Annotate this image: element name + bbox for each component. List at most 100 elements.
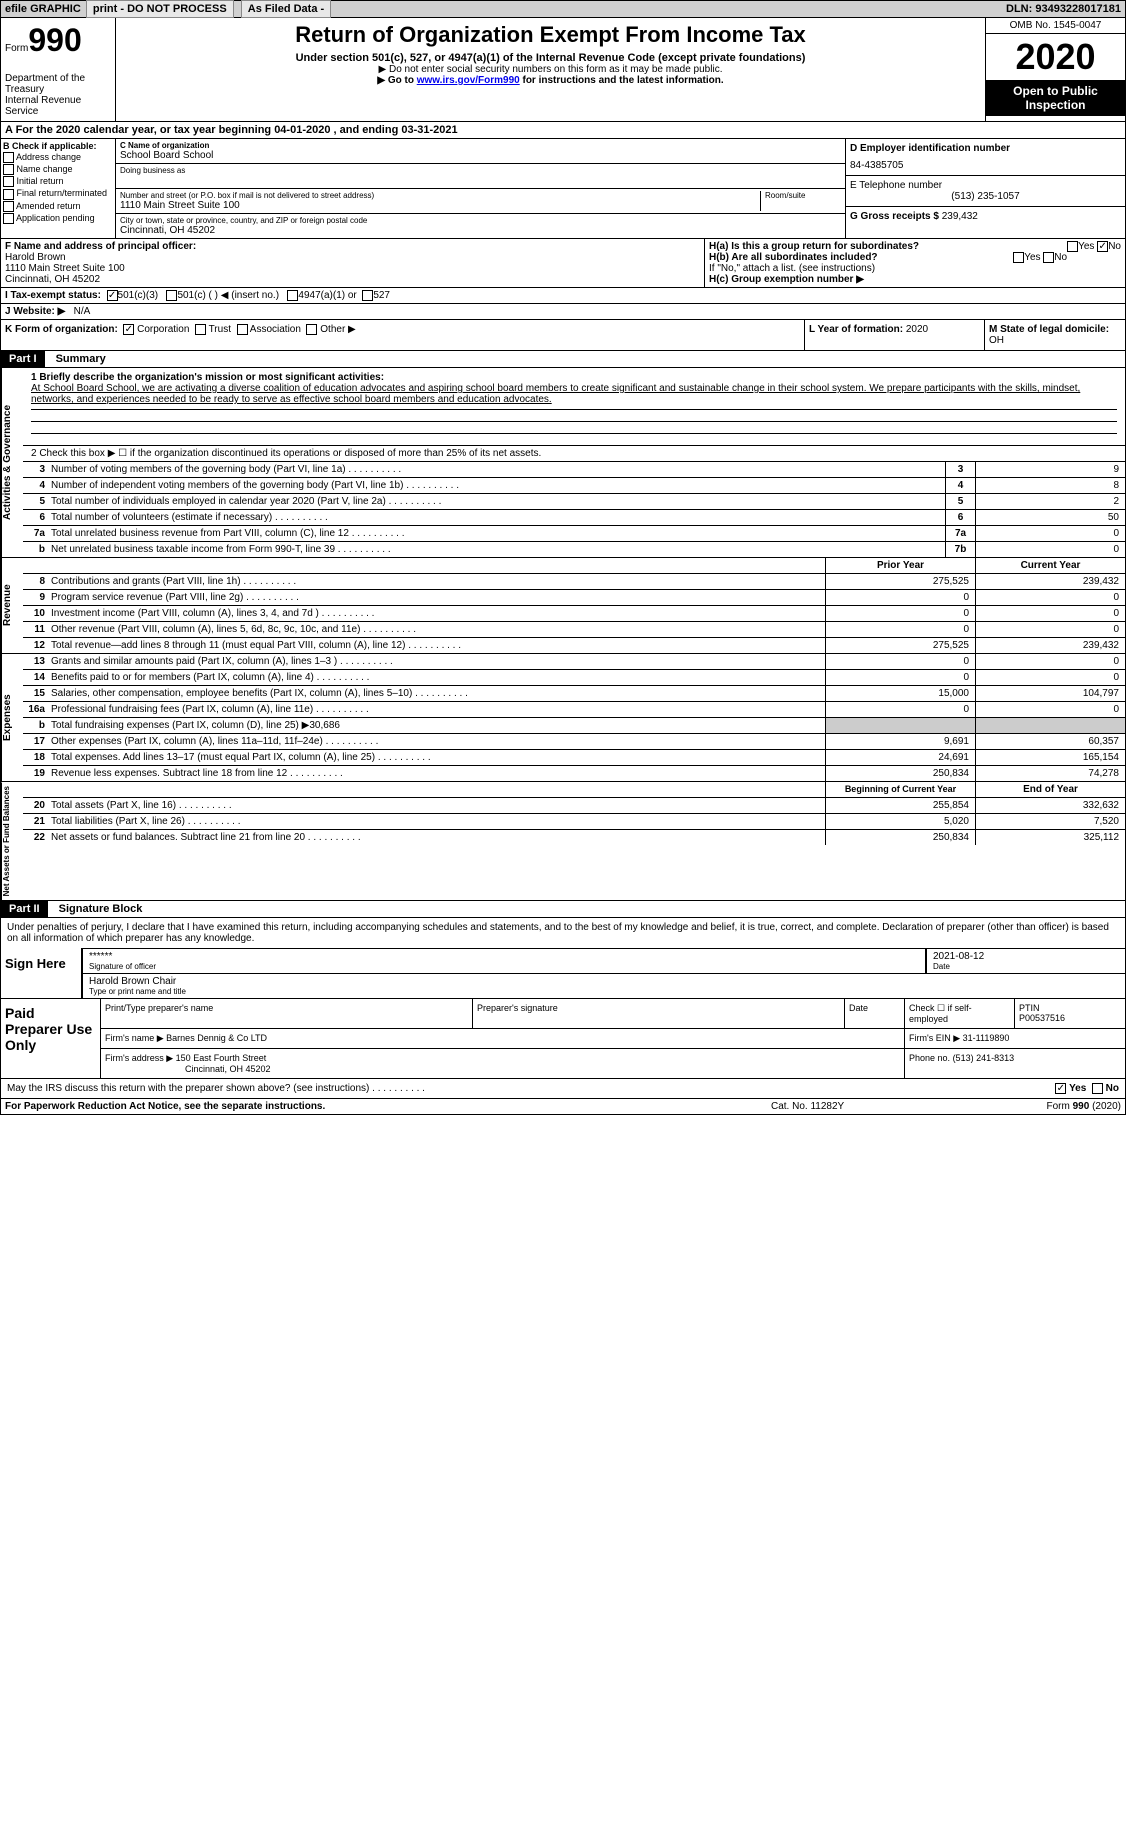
note-goto-post: for instructions and the latest informat… — [520, 75, 724, 86]
hb-note: If "No," attach a list. (see instruction… — [709, 263, 1121, 274]
col-d-right: D Employer identification number 84-4385… — [845, 139, 1125, 238]
paid-preparer-block: Paid Preparer Use Only Print/Type prepar… — [1, 998, 1125, 1078]
g-receipts-label: G Gross receipts $ — [850, 211, 939, 222]
sum-line-3: 3 Number of voting members of the govern… — [23, 462, 1125, 478]
form-title: Return of Organization Exempt From Incom… — [124, 22, 977, 48]
signature-block: Under penalties of perjury, I declare th… — [0, 918, 1126, 1099]
type-name-label: Type or print name and title — [89, 987, 1119, 996]
asfiled-button[interactable]: As Filed Data - — [241, 0, 331, 18]
d-ein-label: D Employer identification number — [850, 143, 1010, 154]
ha-label: H(a) Is this a group return for subordin… — [709, 241, 919, 252]
chk-amended[interactable]: Amended return — [3, 201, 113, 212]
sig-officer-cell: ****** Signature of officer — [81, 949, 925, 973]
discuss-text: May the IRS discuss this return with the… — [7, 1083, 369, 1094]
note-ssn: ▶ Do not enter social security numbers o… — [124, 64, 977, 75]
row-h-group: H(a) Is this a group return for subordin… — [705, 239, 1125, 287]
hb-no[interactable] — [1043, 252, 1054, 263]
website-value: N/A — [74, 306, 91, 317]
hb-label: H(b) Are all subordinates included? — [709, 252, 878, 263]
col-current-hdr: Current Year — [975, 558, 1125, 573]
dba-label: Doing business as — [120, 166, 841, 175]
check-self: Check ☐ if self-employed — [905, 999, 1015, 1028]
org-address: 1110 Main Street Suite 100 — [120, 200, 760, 211]
line1-mission-block: 1 Briefly describe the organization's mi… — [23, 368, 1125, 446]
print-button[interactable]: print - DO NOT PROCESS — [86, 0, 234, 18]
form-number: 990 — [28, 22, 81, 58]
chk-address-change[interactable]: Address change — [3, 152, 113, 163]
chk-501c[interactable] — [166, 290, 177, 301]
sum-line-14: 14 Benefits paid to or for members (Part… — [23, 670, 1125, 686]
row-klm: K Form of organization: Corporation Trus… — [0, 320, 1126, 351]
sum-line-6: 6 Total number of volunteers (estimate i… — [23, 510, 1125, 526]
part1-badge: Part I — [1, 351, 45, 367]
chk-final-return[interactable]: Final return/terminated — [3, 188, 113, 199]
sum-line-22: 22 Net assets or fund balances. Subtract… — [23, 830, 1125, 845]
part1-revenue: Revenue Prior Year Current Year 8 Contri… — [0, 558, 1126, 654]
part1-body: Activities & Governance 1 Briefly descri… — [0, 368, 1126, 558]
chk-pending[interactable]: Application pending — [3, 213, 113, 224]
chk-name-change[interactable]: Name change — [3, 164, 113, 175]
title-box: Return of Organization Exempt From Incom… — [116, 18, 985, 121]
col-begin-hdr: Beginning of Current Year — [825, 782, 975, 797]
discuss-yes[interactable] — [1055, 1083, 1066, 1094]
info-grid: B Check if applicable: Address change Na… — [0, 139, 1126, 239]
line1-label: 1 Briefly describe the organization's mi… — [31, 372, 384, 383]
col-c-org-info: C Name of organization School Board Scho… — [116, 139, 845, 238]
chk-trust[interactable] — [195, 324, 206, 335]
chk-corp[interactable] — [123, 324, 134, 335]
city-label: City or town, state or province, country… — [120, 216, 841, 225]
row-f-officer: F Name and address of principal officer:… — [1, 239, 705, 287]
chk-4947[interactable] — [287, 290, 298, 301]
hb-yes[interactable] — [1013, 252, 1024, 263]
addr-label: Number and street (or P.O. box if mail i… — [120, 191, 760, 200]
c-label: C Name of organization — [120, 141, 209, 150]
vtab-expenses: Expenses — [1, 654, 23, 781]
firm-addr-cell: Firm's address ▶ 150 East Fourth Street … — [101, 1049, 905, 1078]
officer-name: Harold Brown — [5, 252, 66, 263]
sum-line-5: 5 Total number of individuals employed i… — [23, 494, 1125, 510]
phone-value: (513) 235-1057 — [850, 191, 1121, 202]
part1-expenses: Expenses 13 Grants and similar amounts p… — [0, 654, 1126, 782]
chk-assoc[interactable] — [237, 324, 248, 335]
form-subtitle: Under section 501(c), 527, or 4947(a)(1)… — [124, 52, 977, 64]
row-a-tax-year: A For the 2020 calendar year, or tax yea… — [0, 122, 1126, 139]
e-phone-label: E Telephone number — [850, 180, 942, 191]
l-label: L Year of formation: — [809, 324, 903, 335]
vtab-governance: Activities & Governance — [1, 368, 23, 557]
chk-initial-return[interactable]: Initial return — [3, 176, 113, 187]
sig-date-cell: 2021-08-12 Date — [925, 949, 1125, 973]
sum-line-16a: 16a Professional fundraising fees (Part … — [23, 702, 1125, 718]
footer-form: Form 990 (2020) — [971, 1101, 1121, 1112]
sum-line-b: b Total fundraising expenses (Part IX, c… — [23, 718, 1125, 734]
sum-line-21: 21 Total liabilities (Part X, line 26) 5… — [23, 814, 1125, 830]
ptin-cell: PTINP00537516 — [1015, 999, 1125, 1028]
org-name: School Board School — [120, 150, 841, 161]
ha-no[interactable] — [1097, 241, 1108, 252]
irs-link[interactable]: www.irs.gov/Form990 — [417, 75, 520, 86]
open-to-public: Open to Public Inspection — [986, 80, 1125, 116]
discuss-row: May the IRS discuss this return with the… — [1, 1078, 1125, 1098]
form-number-box: Form990 Department of the Treasury Inter… — [1, 18, 116, 121]
irs-label: Internal Revenue Service — [5, 95, 111, 117]
tax-year: 2020 — [986, 34, 1125, 80]
sum-line-19: 19 Revenue less expenses. Subtract line … — [23, 766, 1125, 781]
sum-line-13: 13 Grants and similar amounts paid (Part… — [23, 654, 1125, 670]
ha-yes[interactable] — [1067, 241, 1078, 252]
sig-name-title: Harold Brown Chair — [89, 976, 1119, 987]
i-label: I Tax-exempt status: — [5, 290, 101, 301]
sum-line-7a: 7a Total unrelated business revenue from… — [23, 526, 1125, 542]
sig-stars: ****** — [89, 951, 919, 962]
hc-label: H(c) Group exemption number ▶ — [709, 274, 864, 285]
col-b-label: B Check if applicable: — [3, 141, 97, 151]
chk-501c3[interactable] — [107, 290, 118, 301]
sign-here-label: Sign Here — [1, 948, 81, 998]
footer-left: For Paperwork Reduction Act Notice, see … — [5, 1101, 771, 1112]
line2: 2 Check this box ▶ ☐ if the organization… — [23, 446, 1125, 462]
ein-value: 84-4385705 — [850, 160, 1121, 171]
chk-527[interactable] — [362, 290, 373, 301]
chk-other[interactable] — [306, 324, 317, 335]
discuss-no[interactable] — [1092, 1083, 1103, 1094]
sum-line-17: 17 Other expenses (Part IX, column (A), … — [23, 734, 1125, 750]
sum-line-18: 18 Total expenses. Add lines 13–17 (must… — [23, 750, 1125, 766]
g-receipts-value: 239,432 — [942, 211, 978, 222]
